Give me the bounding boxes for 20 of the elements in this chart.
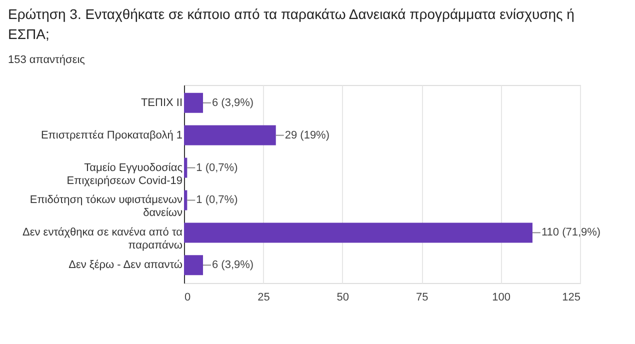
x-tick-label: 0 — [184, 292, 191, 304]
chart-title: Ερώτηση 3. Ενταχθήκατε σε κάποιο από τα παρακάτω Δανειακά προγράμματα ενίσχυσης ή ΕΣΠΑ; — [8, 6, 574, 42]
data-label: 110 (71,9%) — [541, 226, 601, 239]
data-label: 6 (3,9%) — [212, 259, 254, 272]
y-tick-label: ΤΕΠΙΧ ΙΙ — [140, 96, 182, 109]
x-tick-label: 25 — [258, 292, 270, 304]
data-label: 6 (3,9%) — [212, 96, 254, 109]
data-label: 29 (19%) — [284, 129, 330, 142]
y-tick-label: Επιδότηση τόκων υφιστάμενων δανείων — [30, 194, 183, 220]
y-tick-label: Ταμείο Εγγυοδοσίας Επιχειρήσεων Covid-19 — [66, 162, 182, 187]
x-tick-label: 75 — [416, 292, 428, 304]
y-tick-label: Δεν ξέρω - Δεν απαντώ — [68, 259, 183, 272]
x-tick-label: 125 — [562, 292, 580, 304]
x-tick-label: 100 — [492, 292, 510, 304]
data-label: 1 (0,7%) — [196, 194, 238, 206]
data-label: 1 (0,7%) — [196, 162, 238, 174]
y-tick-label: Επιστρεπτέα Προκαταβολή 1 — [40, 129, 182, 142]
text: 153 απαντήσεις — [8, 54, 85, 66]
x-tick-label: 50 — [336, 292, 350, 304]
y-tick-label: Δεν εντάχθηκα σε κανένα από τα παραπάνω — [22, 226, 184, 252]
